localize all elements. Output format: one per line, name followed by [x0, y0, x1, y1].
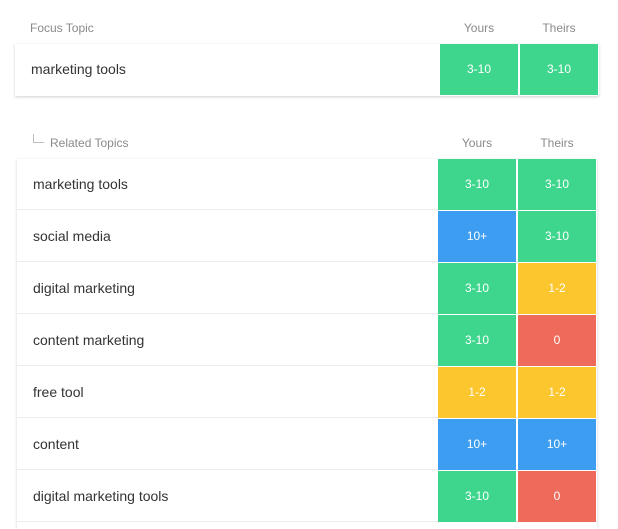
yours-count-cell: 3-10: [440, 44, 518, 95]
yours-count-cell: 10+: [438, 419, 516, 470]
topic-label: social media: [33, 228, 111, 244]
topic-label: content marketing: [33, 332, 145, 348]
focus-theirs-column-header: Theirs: [542, 21, 576, 35]
related-topic-row[interactable]: marketing tools 3-10 3-10: [17, 159, 597, 210]
tree-branch-icon: [33, 134, 44, 143]
related-topics-header: Related Topics: [50, 136, 129, 150]
related-topic-row[interactable]: digital marketing 3-10 1-2: [17, 263, 597, 314]
yours-count-cell: 3-10: [438, 471, 516, 522]
related-topic-row[interactable]: content marketing 3-10 0: [17, 315, 597, 366]
focus-topic-row[interactable]: marketing tools 3-10 3-10: [15, 44, 599, 95]
focus-topic-header: Focus Topic: [30, 21, 94, 35]
theirs-count-cell: 10+: [518, 419, 596, 470]
yours-count-cell: 10+: [438, 211, 516, 262]
yours-count-cell: 1-2: [438, 367, 516, 418]
related-topic-row[interactable]: free tool 1-2 1-2: [17, 367, 597, 418]
theirs-count-cell: 3-10: [518, 159, 596, 210]
focus-yours-column-header: Yours: [463, 21, 495, 35]
yours-count-cell: 3-10: [438, 159, 516, 210]
theirs-count-cell: 1-2: [518, 263, 596, 314]
theirs-count-cell: 3-10: [520, 44, 598, 95]
topic-label: marketing tools: [33, 176, 128, 192]
yours-count-cell: 3-10: [438, 315, 516, 366]
theirs-count-cell: 3-10: [518, 211, 596, 262]
topic-label: content: [33, 436, 79, 452]
focus-topic-card: marketing tools 3-10 3-10: [15, 44, 599, 96]
related-topic-row[interactable]: social media 10+ 3-10: [17, 211, 597, 262]
topic-label: free tool: [33, 384, 84, 400]
related-yours-column-header: Yours: [461, 136, 493, 150]
related-theirs-column-header: Theirs: [540, 136, 574, 150]
topic-label: digital marketing tools: [33, 488, 169, 504]
related-topic-row[interactable]: content 10+ 10+: [17, 419, 597, 470]
yours-count-cell: 3-10: [438, 263, 516, 314]
theirs-count-cell: 1-2: [518, 367, 596, 418]
related-topic-row[interactable]: digital marketing tools 3-10 0: [17, 471, 597, 522]
theirs-count-cell: 0: [518, 471, 596, 522]
topic-label: digital marketing: [33, 280, 135, 296]
topic-label: marketing tools: [31, 61, 126, 77]
related-topics-card: marketing tools 3-10 3-10 social media 10+ 3-…: [17, 159, 597, 529]
theirs-count-cell: 0: [518, 315, 596, 366]
